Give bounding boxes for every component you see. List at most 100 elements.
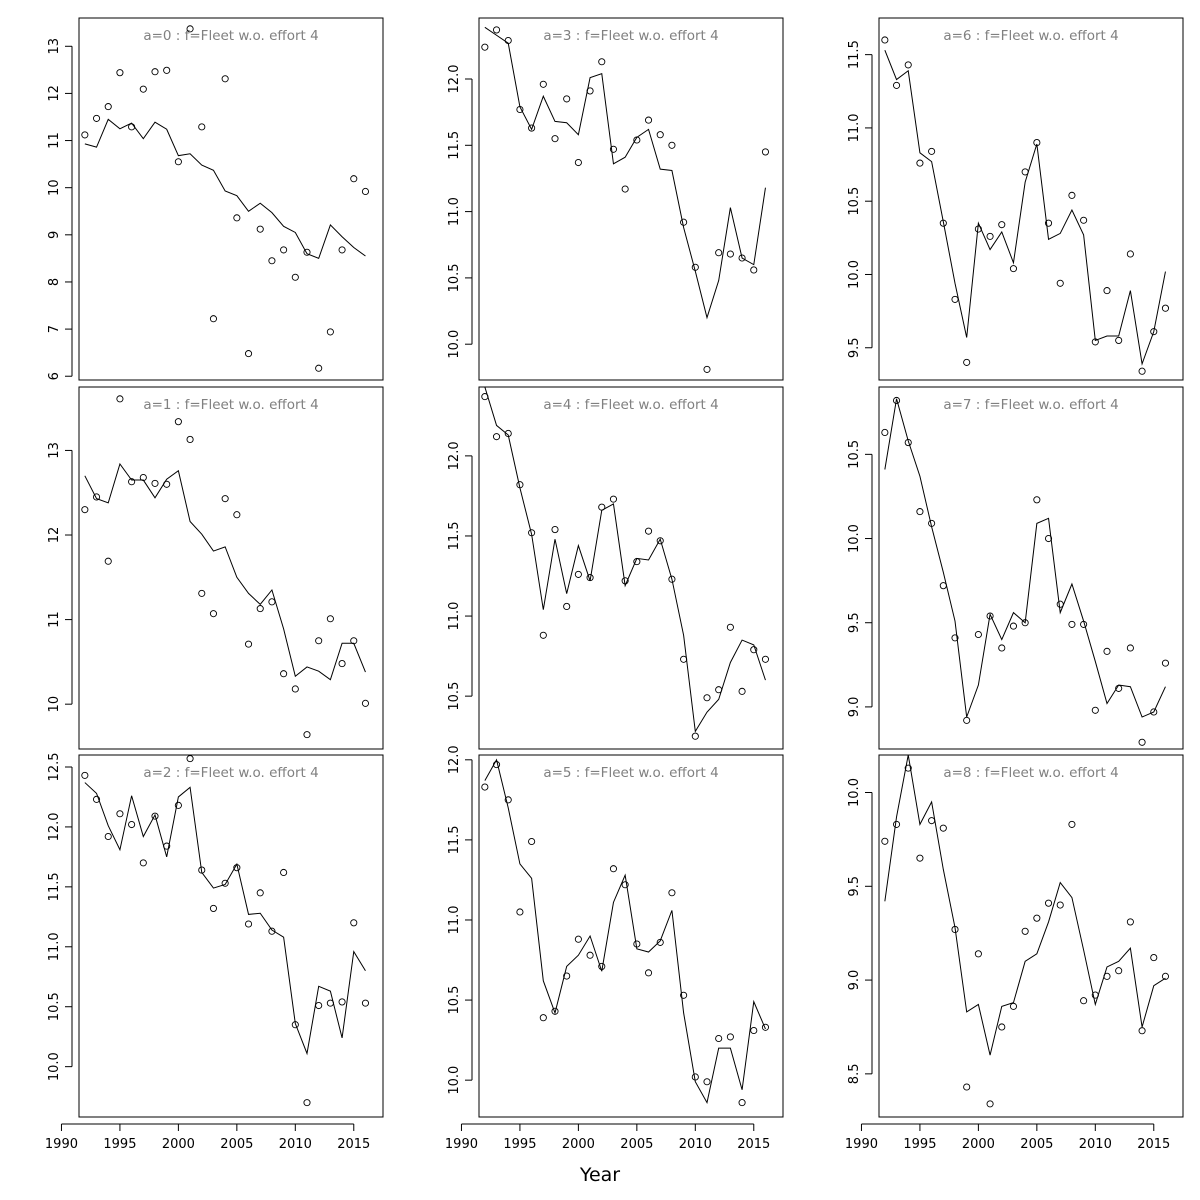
observed-point — [174, 418, 182, 426]
observed-point — [574, 935, 582, 943]
observed-point — [504, 36, 512, 45]
observed-point — [644, 116, 653, 124]
fitted-series-line — [84, 462, 366, 681]
y-tick-label: 10.5 — [847, 440, 862, 469]
y-tick-label: 11.5 — [47, 872, 62, 901]
observed-point — [963, 1083, 971, 1091]
observed-point — [916, 159, 924, 167]
observed-point — [928, 519, 936, 527]
plot-area — [481, 758, 770, 1107]
observed-point — [951, 634, 959, 642]
observed-point — [881, 36, 889, 44]
y-axis: 9.0 9.5 10.0 10.5 — [847, 440, 873, 718]
observed-point — [974, 225, 982, 233]
x-tick-label: 1990 — [845, 1137, 878, 1152]
observed-point — [174, 801, 182, 809]
observed-point — [151, 812, 159, 820]
observed-point — [104, 557, 112, 565]
y-axis: 10 11 12 13 — [47, 442, 73, 712]
observed-point — [350, 919, 358, 927]
observed-point — [1009, 265, 1018, 273]
y-tick-label: 11.5 — [447, 131, 462, 160]
observed-point — [256, 605, 264, 613]
observed-point — [680, 991, 688, 999]
observed-point — [1021, 619, 1029, 627]
observed-point — [998, 1023, 1006, 1031]
observed-point — [644, 527, 653, 535]
observed-point — [163, 480, 171, 488]
panel-a5: a=5 : f=Fleet w.o. effort 410.010.511.01… — [445, 745, 784, 1152]
y-tick-label: 9.0 — [847, 697, 862, 718]
y-tick-label: 11.0 — [847, 113, 862, 142]
y-tick-label: 13 — [47, 38, 62, 55]
observed-point — [198, 589, 206, 597]
observed-point — [1150, 328, 1158, 336]
observed-point — [361, 699, 370, 707]
observed-point — [939, 582, 947, 590]
observed-point — [539, 631, 547, 639]
observed-point — [528, 124, 536, 132]
plot-area — [481, 387, 770, 740]
observed-point — [326, 615, 334, 623]
observed-point — [551, 135, 559, 143]
observed-point — [986, 1100, 994, 1108]
observed-point — [1056, 901, 1064, 909]
observed-point — [268, 598, 276, 606]
observed-point — [116, 810, 124, 818]
observed-point — [1068, 620, 1076, 628]
observed-point — [116, 395, 124, 403]
observed-point — [761, 148, 770, 156]
observed-point — [303, 248, 311, 256]
panel-a8: a=8 : f=Fleet w.o. effort 4 8.5 9.0 9.5 10.0… — [845, 754, 1184, 1152]
observed-point — [656, 131, 664, 139]
panel-title: a=4 : f=Fleet w.o. effort 4 — [543, 397, 718, 413]
observed-point — [963, 358, 971, 366]
x-axis: 1990 1995 2000 2005 2010 2015 — [845, 1123, 1170, 1152]
observed-point — [633, 558, 641, 566]
x-axis-label: Year — [579, 1164, 620, 1186]
x-tick-label: 2010 — [679, 1137, 712, 1152]
y-tick-label: 9 — [47, 231, 62, 239]
observed-point — [221, 495, 229, 503]
y-axis: 10.0 10.5 11.0 11.5 12.0 — [447, 745, 473, 1095]
observed-point — [551, 526, 559, 534]
observed-point — [551, 1007, 559, 1015]
plot-area — [881, 755, 1170, 1108]
observed-point — [128, 478, 136, 486]
observed-point — [750, 266, 758, 274]
panel-a6: a=6 : f=Fleet w.o. effort 4 9.5 10.0 10.5 11… — [847, 17, 1184, 381]
observed-point — [209, 315, 218, 323]
observed-point — [904, 439, 912, 447]
observed-point — [291, 1021, 299, 1029]
observed-point — [361, 187, 370, 196]
observed-point — [291, 273, 299, 281]
observed-point — [315, 364, 323, 372]
observed-point — [1021, 927, 1029, 935]
observed-point — [139, 859, 147, 867]
y-tick-label: 10.5 — [447, 986, 462, 1015]
observed-point — [338, 246, 346, 254]
x-tick-label: 2010 — [1079, 1137, 1112, 1152]
observed-point — [1091, 706, 1099, 714]
y-tick-label: 10.5 — [47, 992, 62, 1021]
y-axis: 10.0 10.5 11.0 11.5 12.0 — [447, 65, 473, 359]
y-tick-label: 12.0 — [447, 65, 462, 94]
observed-point — [586, 87, 594, 95]
observed-point — [609, 495, 618, 503]
fitted-series-line — [484, 26, 766, 320]
observed-point — [139, 85, 147, 93]
observed-point — [974, 630, 982, 639]
observed-point — [621, 881, 629, 889]
observed-point — [761, 1023, 770, 1031]
panel-frame — [878, 17, 1184, 381]
observed-point — [703, 365, 711, 373]
observed-point — [163, 842, 171, 850]
plot-area — [81, 25, 370, 372]
y-axis: 6 7 8 9 10 11 12 13 — [47, 38, 73, 380]
observed-point — [492, 433, 501, 441]
plot-area — [81, 755, 370, 1107]
y-tick-label: 12.0 — [47, 812, 62, 841]
observed-point — [1161, 972, 1170, 980]
observed-point — [951, 295, 959, 303]
observed-point — [726, 1033, 734, 1041]
